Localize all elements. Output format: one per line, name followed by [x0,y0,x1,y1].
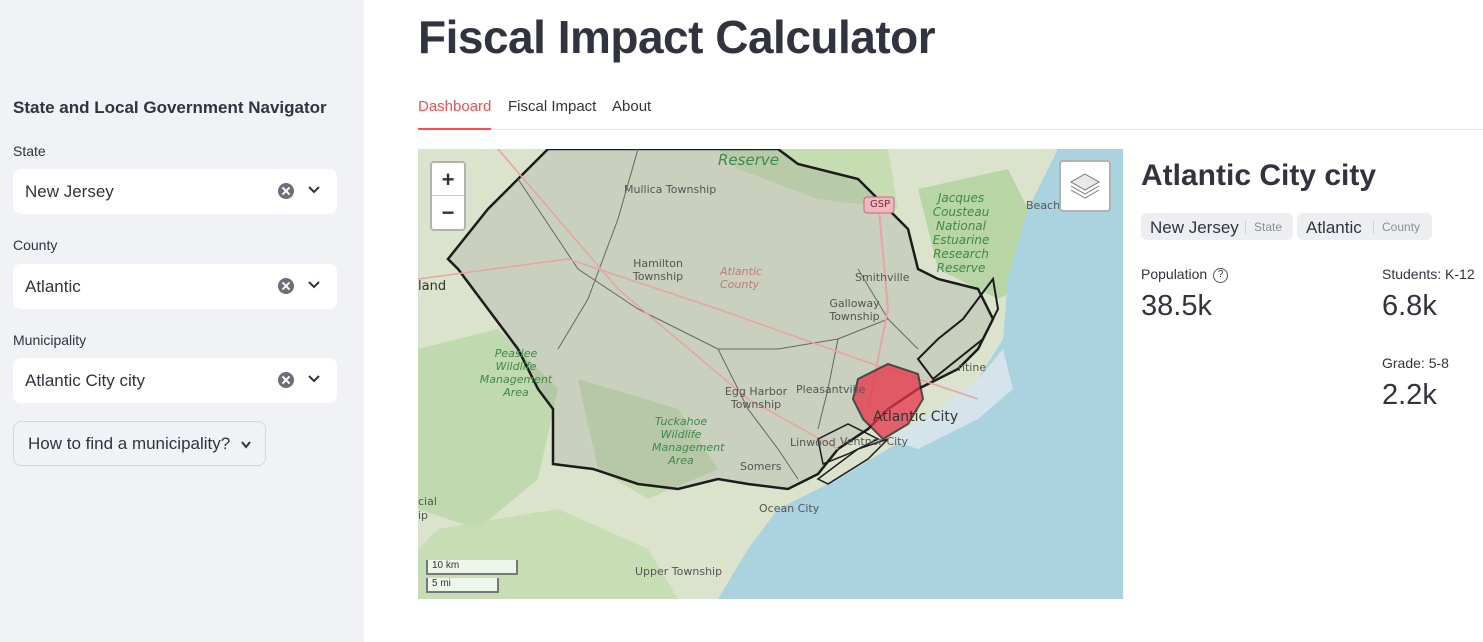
main-content: Fiscal Impact Calculator Dashboard Fisca… [364,0,1483,642]
map-label: ntine [958,361,987,374]
students-value: 6.8k [1382,290,1437,322]
map-label: Linwood [790,436,836,449]
map-label: Jacques Cousteau National Estuarine Rese… [932,191,990,275]
chevron-down-icon [241,441,251,449]
clear-icon[interactable] [278,183,294,199]
map-label: GSP [870,199,891,210]
map-label: Atlantic City [873,409,959,425]
help-expander[interactable]: How to find a municipality? [13,421,266,466]
map-label: Peaslee Wildlife Management Area [479,347,553,399]
map-label: Hamilton Township [632,257,684,283]
map-label: land [418,279,447,294]
chevron-down-icon[interactable] [307,278,321,292]
map-label: Pleasantville [796,383,866,396]
help-expander-label: How to find a municipality? [28,434,231,453]
state-badge: New Jersey State [1141,213,1293,240]
county-select-value: Atlantic [25,277,81,296]
grade-label: Grade: 5-8 [1382,355,1449,371]
layers-icon [1069,173,1101,199]
state-badge-value: New Jersey [1150,218,1239,237]
layers-button[interactable] [1059,160,1111,212]
map-label: Smithville [855,271,910,284]
map-label: Tuckahoe Wildlife Management Area [652,415,725,467]
sidebar: State and Local Government Navigator Sta… [0,0,364,642]
municipality-select[interactable]: Atlantic City city [13,358,337,403]
map-label: Galloway Township [829,297,880,323]
chevron-down-icon[interactable] [307,183,321,197]
zoom-control: + − [430,161,466,231]
county-badge-value: Atlantic [1306,218,1362,237]
map-label: cial [418,495,437,508]
chevron-down-icon[interactable] [307,372,321,386]
clear-icon[interactable] [278,278,294,294]
state-label: State [13,143,46,159]
page-title: Fiscal Impact Calculator [418,11,936,63]
tab-fiscal-impact[interactable]: Fiscal Impact [508,98,597,115]
state-badge-label: State [1245,220,1282,234]
tab-about[interactable]: About [612,98,652,115]
municipality-label: Municipality [13,332,87,348]
county-badge: Atlantic County [1297,213,1432,240]
county-select[interactable]: Atlantic [13,264,337,309]
tab-bar: Dashboard Fiscal Impact About [418,96,1483,130]
grade-value: 2.2k [1382,379,1437,411]
map-label: Atlantic County [720,265,763,291]
map-label: Somers [740,460,782,473]
scale-bar-mi: 5 mi [426,578,499,593]
map-label: Mullica Township [624,183,717,196]
zoom-out-button[interactable]: − [441,200,455,225]
map-label: Upper Township [635,565,723,578]
clear-icon[interactable] [278,372,294,388]
map-label: Ventnor City [840,435,909,448]
state-select-value: New Jersey [25,182,114,201]
population-value: 38.5k [1141,290,1212,322]
students-label: Students: K-12 [1382,266,1475,282]
county-badge-label: County [1373,220,1420,234]
population-label-text: Population [1141,266,1208,282]
help-icon[interactable]: ? [1213,267,1229,283]
map-label: Ocean City [759,502,820,515]
map-canvas [418,149,1123,599]
map[interactable]: Reserve Mullica Township Hamilton Townsh… [418,149,1123,599]
state-select[interactable]: New Jersey [13,169,337,214]
map-label: ip [418,509,429,522]
zoom-in-button[interactable]: + [432,163,464,196]
scale-bar-km: 10 km [426,560,518,575]
map-label: Egg Harbor Township [724,385,788,411]
population-label: Population? [1141,266,1229,283]
sidebar-title: State and Local Government Navigator [13,98,327,117]
map-label: Reserve [718,151,779,169]
municipality-select-value: Atlantic City city [25,371,145,390]
map-label: Beach [1026,199,1061,212]
county-label: County [13,237,58,253]
tab-dashboard[interactable]: Dashboard [418,98,492,130]
place-name: Atlantic City city [1141,159,1377,192]
